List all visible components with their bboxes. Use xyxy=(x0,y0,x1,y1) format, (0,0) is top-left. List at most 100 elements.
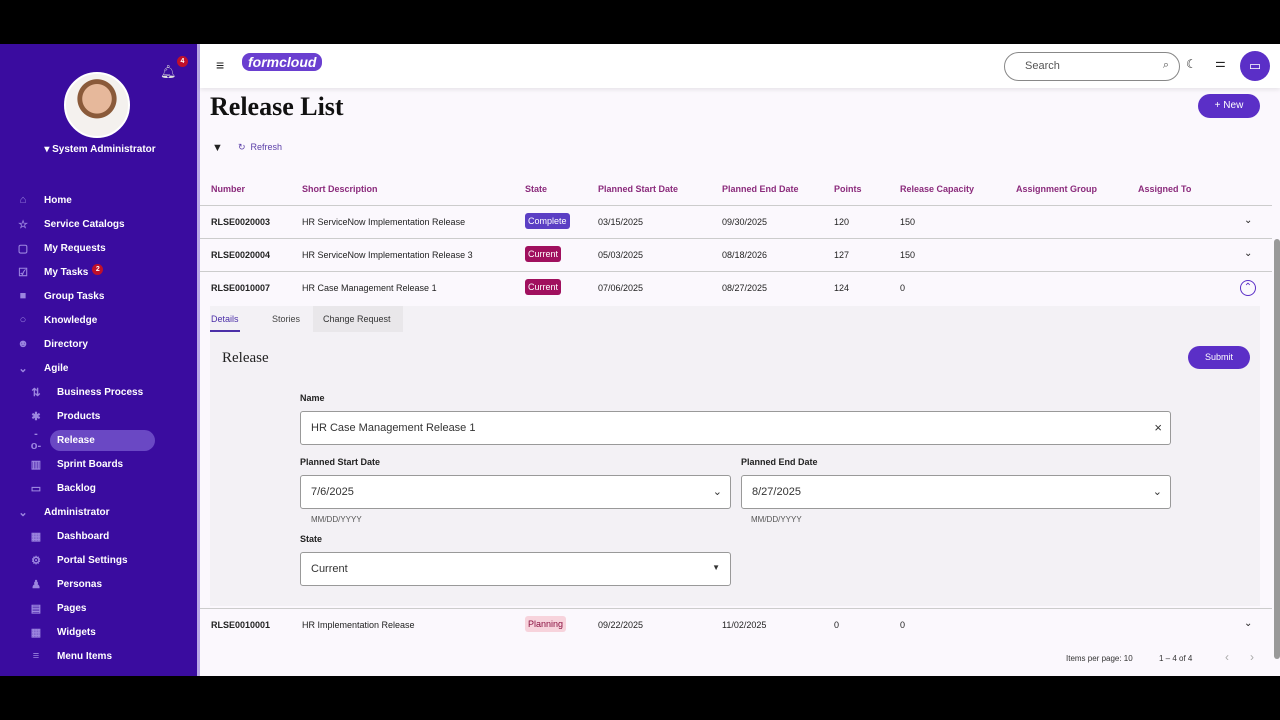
submit-button[interactable]: Submit xyxy=(1188,346,1250,369)
dark-mode-icon[interactable]: ☾ xyxy=(1186,57,1197,71)
top-header: ≡ formcloud Search ⌕ ☾ ⚌ ▭ xyxy=(200,44,1280,88)
hamburger-menu-icon[interactable]: ≡ xyxy=(216,57,225,73)
refresh-button[interactable]: ↻ Refresh xyxy=(238,142,283,152)
status-badge: Complete xyxy=(525,213,570,229)
column-header[interactable]: Points xyxy=(834,184,862,194)
form-heading: Release xyxy=(222,350,269,366)
sidebar-item-label: Widgets xyxy=(57,626,96,638)
sidebar-item-pages[interactable]: ▤ Pages xyxy=(0,597,200,619)
process-icon: ⇅ xyxy=(31,386,41,399)
column-header[interactable]: Assigned To xyxy=(1138,184,1192,194)
cell-start: 05/03/2025 xyxy=(598,250,644,260)
next-page-button[interactable]: › xyxy=(1250,650,1254,664)
sidebar-item-portal-settings[interactable]: ⚙ Portal Settings xyxy=(0,549,200,571)
cell-points: 120 xyxy=(834,217,850,227)
expand-row-icon[interactable]: ⌄ xyxy=(1244,618,1253,629)
cell-capacity: 0 xyxy=(900,283,906,293)
sidebar-item-label: Agile xyxy=(44,362,69,374)
cell-end: 08/27/2025 xyxy=(722,283,768,293)
collapse-row-icon[interactable]: ⌃ xyxy=(1240,280,1256,296)
sidebar-item-agile[interactable]: ⌄ Agile xyxy=(0,357,200,379)
cell-start: 07/06/2025 xyxy=(598,283,644,293)
settings-sliders-icon[interactable]: ⚌ xyxy=(1215,56,1226,70)
check-circle-icon: ☑ xyxy=(18,266,28,279)
status-badge: Planning xyxy=(525,616,567,632)
sidebar-item-dashboard[interactable]: ▦ Dashboard xyxy=(0,525,200,547)
search-icon[interactable]: ⌕ xyxy=(1162,59,1169,71)
sidebar-item-release[interactable]: -o- Release xyxy=(0,428,200,452)
cell-points: 127 xyxy=(834,250,850,260)
status-badge: Current xyxy=(525,246,562,262)
clear-icon[interactable]: × xyxy=(1154,420,1162,435)
sidebar-item-home[interactable]: ⌂ Home xyxy=(0,189,200,211)
sidebar-item-my-requests[interactable]: ▢ My Requests xyxy=(0,237,200,259)
table-row[interactable]: RLSE0010001 HR Implementation Release Plan… xyxy=(200,608,1272,641)
sidebar-item-my-tasks[interactable]: ☑ My Tasks 2 xyxy=(0,261,200,283)
table-row[interactable]: RLSE0010007 HR Case Management Release 1 C… xyxy=(200,271,1272,304)
items-per-page[interactable]: Items per page: 10 xyxy=(1066,654,1133,663)
column-header[interactable]: Planned Start Date xyxy=(598,184,679,194)
expand-row-icon[interactable]: ⌄ xyxy=(1244,215,1253,226)
sidebar-item-widgets[interactable]: ▦ Widgets xyxy=(0,621,200,643)
cell-desc: HR Implementation Release xyxy=(302,620,415,630)
sidebar-item-personas[interactable]: ♟ Personas xyxy=(0,573,200,595)
column-header[interactable]: State xyxy=(525,184,548,194)
column-header[interactable]: Assignment Group xyxy=(1016,184,1098,194)
sidebar-item-sprint-boards[interactable]: ▥ Sprint Boards xyxy=(0,453,200,475)
start-date-field[interactable]: 7/6/2025 ⌄ xyxy=(300,475,731,509)
sidebar-item-menu-items[interactable]: ≡ Menu Items xyxy=(0,645,200,667)
sidebar-item-label: Knowledge xyxy=(44,314,98,326)
start-date-hint: MM/DD/YYYY xyxy=(311,515,362,524)
tab-details[interactable]: Details xyxy=(211,314,239,324)
sidebar-item-group-tasks[interactable]: ■ Group Tasks xyxy=(0,285,200,307)
widgets-icon: ▦ xyxy=(30,626,42,639)
name-field[interactable]: HR Case Management Release 1 × xyxy=(300,411,1171,445)
menu-icon: ≡ xyxy=(32,650,40,662)
table-row[interactable]: RLSE0020003 HR ServiceNow Implementation … xyxy=(200,205,1272,238)
cell-end: 08/18/2026 xyxy=(722,250,768,260)
column-header[interactable]: Planned End Date xyxy=(722,184,799,194)
end-date-field[interactable]: 8/27/2025 ⌄ xyxy=(741,475,1171,509)
chevron-down-icon: ⌄ xyxy=(1152,486,1162,498)
chat-button[interactable]: ▭ xyxy=(1240,51,1270,81)
sidebar-item-products[interactable]: ✱ Products xyxy=(0,405,200,427)
state-label: State xyxy=(300,534,323,544)
sidebar-item-label: Dashboard xyxy=(57,530,110,542)
tab-stories[interactable]: Stories xyxy=(272,314,301,324)
star-icon: ☆ xyxy=(18,218,28,231)
column-header[interactable]: Short Description xyxy=(302,184,378,194)
column-header[interactable]: Release Capacity xyxy=(900,184,975,194)
dashboard-icon: ▦ xyxy=(30,530,42,543)
sidebar-item-directory[interactable]: ☻ Directory xyxy=(0,333,200,355)
sidebar-scrollbar[interactable] xyxy=(197,44,200,676)
table-row[interactable]: RLSE0020004 HR ServiceNow Implementation … xyxy=(200,238,1272,271)
state-select[interactable]: Current ▼ xyxy=(300,552,731,586)
sidebar-item-business-process[interactable]: ⇅ Business Process xyxy=(0,381,200,403)
column-header[interactable]: Number xyxy=(211,184,246,194)
formcloud-logo[interactable]: formcloud xyxy=(242,53,323,71)
puzzle-icon: ✱ xyxy=(31,410,41,423)
search-input[interactable]: Search ⌕ xyxy=(1004,52,1180,81)
sidebar-item-service-catalogs[interactable]: ☆ Service Catalogs xyxy=(0,213,200,235)
notifications-bell[interactable]: 🔔︎ 4 xyxy=(160,56,190,82)
sidebar-item-administrator[interactable]: ⌄ Administrator xyxy=(0,501,200,523)
avatar[interactable] xyxy=(64,72,130,138)
new-button[interactable]: + New xyxy=(1198,94,1260,118)
filter-icon[interactable]: ▼ xyxy=(212,142,223,154)
tab-change-request[interactable]: Change Request xyxy=(313,306,403,332)
sidebar-item-label: Directory xyxy=(44,338,88,350)
sidebar-item-backlog[interactable]: ▭ Backlog xyxy=(0,477,200,499)
book-icon: ▤ xyxy=(30,602,42,615)
prev-page-button[interactable]: ‹ xyxy=(1225,650,1229,664)
cell-capacity: 150 xyxy=(900,217,916,227)
columns-icon: ▥ xyxy=(30,458,42,471)
commit-icon: -o- xyxy=(30,428,42,452)
cell-end: 09/30/2025 xyxy=(722,217,768,227)
cell-number: RLSE0010001 xyxy=(211,620,271,630)
user-name: System Administrator xyxy=(52,144,156,155)
page-scrollbar[interactable] xyxy=(1274,89,1280,669)
user-menu[interactable]: ▾ System Administrator xyxy=(44,144,156,155)
sidebar-item-knowledge[interactable]: ○ Knowledge xyxy=(0,309,200,331)
expand-row-icon[interactable]: ⌄ xyxy=(1244,248,1253,259)
lightbulb-icon: ○ xyxy=(19,314,27,326)
